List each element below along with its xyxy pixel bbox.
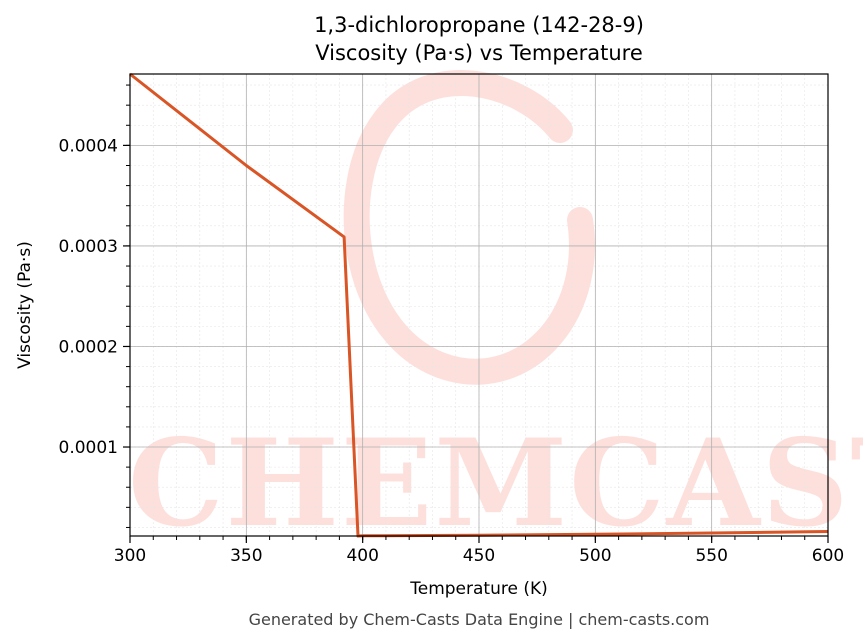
x-axis-label: Temperature (K) — [409, 579, 548, 599]
y-axis-label: Viscosity (Pa·s) — [15, 241, 35, 369]
x-tick-label: 350 — [230, 546, 262, 566]
y-axis: 0.0001 0.0002 0.0003 0.0004 — [59, 84, 130, 528]
x-tick-label: 450 — [463, 546, 495, 566]
watermark-text: CHEMCASTS — [128, 413, 863, 554]
x-axis: 300 350 400 450 500 550 600 — [114, 536, 844, 566]
footer-credit: Generated by Chem-Casts Data Engine | ch… — [249, 610, 710, 629]
x-tick-label: 500 — [579, 546, 611, 566]
chart-title: 1,3-dichloropropane (142-28-9) — [314, 13, 644, 37]
x-tick-label: 600 — [812, 546, 844, 566]
watermark: CHEMCASTS — [128, 70, 863, 554]
y-tick-label: 0.0001 — [59, 438, 118, 458]
y-tick-label: 0.0002 — [59, 337, 118, 357]
chart-subtitle: Viscosity (Pa·s) vs Temperature — [315, 41, 643, 65]
x-tick-label: 300 — [114, 546, 146, 566]
watermark-swirl — [343, 70, 595, 385]
y-tick-label: 0.0003 — [59, 237, 118, 257]
x-tick-label: 550 — [695, 546, 727, 566]
y-tick-label: 0.0004 — [59, 136, 118, 156]
x-tick-label: 400 — [346, 546, 378, 566]
